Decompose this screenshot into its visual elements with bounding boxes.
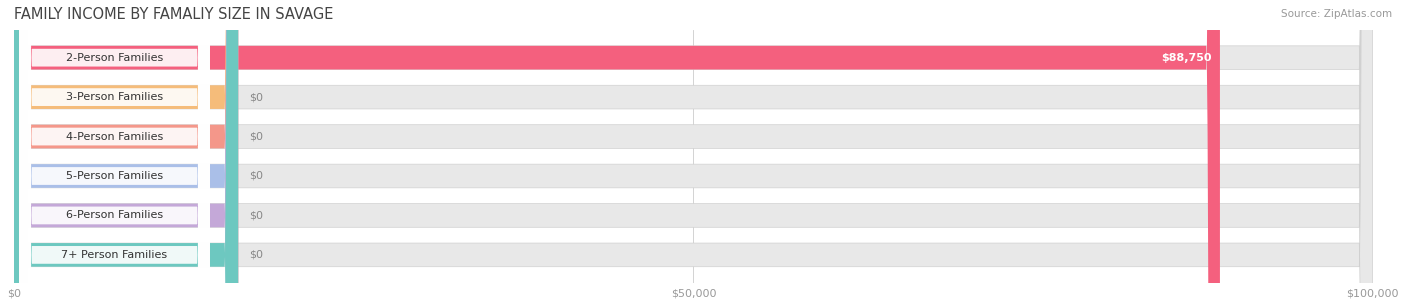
- FancyBboxPatch shape: [20, 0, 209, 305]
- FancyBboxPatch shape: [20, 0, 209, 305]
- FancyBboxPatch shape: [14, 0, 238, 305]
- Text: 2-Person Families: 2-Person Families: [66, 53, 163, 63]
- FancyBboxPatch shape: [14, 0, 1372, 305]
- Text: Source: ZipAtlas.com: Source: ZipAtlas.com: [1281, 9, 1392, 19]
- Text: $0: $0: [249, 131, 263, 142]
- Text: 3-Person Families: 3-Person Families: [66, 92, 163, 102]
- FancyBboxPatch shape: [14, 0, 1220, 305]
- FancyBboxPatch shape: [14, 0, 1372, 305]
- FancyBboxPatch shape: [14, 0, 238, 305]
- Text: $0: $0: [249, 210, 263, 221]
- FancyBboxPatch shape: [14, 0, 1372, 305]
- FancyBboxPatch shape: [14, 0, 1372, 305]
- FancyBboxPatch shape: [14, 0, 1372, 305]
- FancyBboxPatch shape: [14, 0, 1372, 305]
- FancyBboxPatch shape: [20, 0, 209, 305]
- Text: $0: $0: [249, 92, 263, 102]
- Text: FAMILY INCOME BY FAMALIY SIZE IN SAVAGE: FAMILY INCOME BY FAMALIY SIZE IN SAVAGE: [14, 7, 333, 22]
- Text: 7+ Person Families: 7+ Person Families: [62, 250, 167, 260]
- FancyBboxPatch shape: [14, 0, 238, 305]
- Text: $0: $0: [249, 171, 263, 181]
- FancyBboxPatch shape: [20, 0, 209, 305]
- FancyBboxPatch shape: [20, 0, 209, 305]
- Text: $88,750: $88,750: [1161, 53, 1212, 63]
- Text: $0: $0: [249, 250, 263, 260]
- Text: 4-Person Families: 4-Person Families: [66, 131, 163, 142]
- FancyBboxPatch shape: [14, 0, 238, 305]
- Text: 5-Person Families: 5-Person Families: [66, 171, 163, 181]
- Text: 6-Person Families: 6-Person Families: [66, 210, 163, 221]
- FancyBboxPatch shape: [20, 0, 209, 305]
- FancyBboxPatch shape: [14, 0, 238, 305]
